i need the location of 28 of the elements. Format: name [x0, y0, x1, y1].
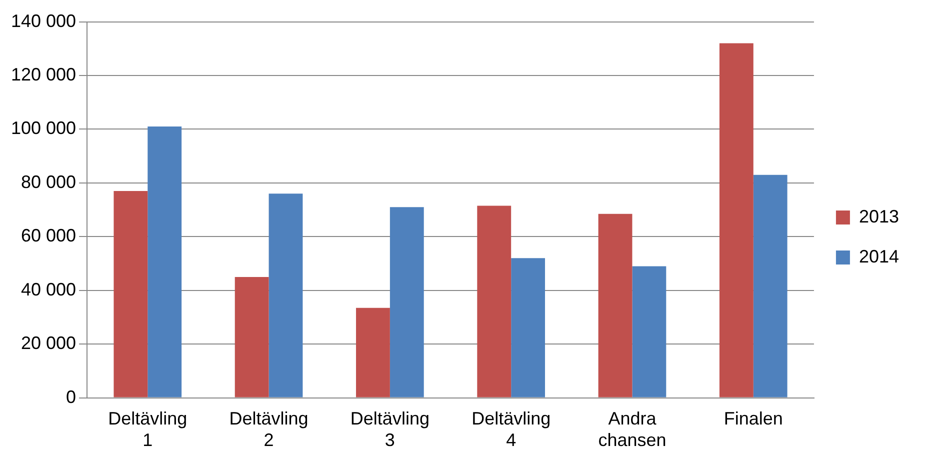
- bar: [356, 308, 390, 398]
- bar: [114, 191, 148, 398]
- bar: [632, 266, 666, 398]
- bar: [268, 194, 303, 398]
- y-tick-label: 140 000: [10, 10, 76, 31]
- y-tick-label: 80 000: [21, 172, 76, 192]
- y-tick-label: 100 000: [10, 118, 76, 138]
- legend-label: 2014: [858, 246, 900, 266]
- y-tick-label: 0: [66, 386, 76, 407]
- legend-label: 2013: [858, 206, 900, 226]
- bar: [148, 126, 182, 398]
- bar: [598, 214, 632, 398]
- x-tick-label: Deltävling 3: [350, 408, 430, 450]
- y-tick-label: 40 000: [21, 279, 76, 300]
- y-tick-label: 20 000: [21, 333, 76, 354]
- x-tick-label: Deltävling 4: [472, 408, 551, 450]
- x-tick-label: Andra chansen: [598, 408, 666, 450]
- bar: [234, 276, 269, 398]
- y-tick-label: 60 000: [21, 226, 76, 246]
- bar: [753, 174, 788, 398]
- x-tick-label: Finalen: [724, 408, 783, 429]
- bar: [390, 207, 424, 398]
- y-tick-label: 120 000: [10, 64, 76, 84]
- bar: [511, 258, 546, 398]
- bar: [477, 206, 512, 398]
- x-tick-label: Deltävling 2: [229, 408, 308, 450]
- x-tick-label: Deltävling 1: [108, 408, 188, 450]
- bar: [719, 43, 754, 398]
